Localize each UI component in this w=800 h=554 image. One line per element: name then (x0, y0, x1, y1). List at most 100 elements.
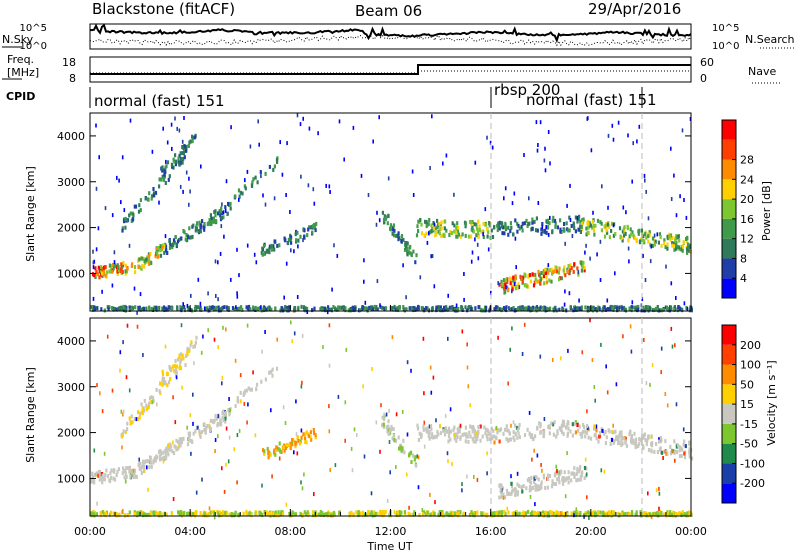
noise-cell (586, 409, 588, 414)
data-cell (650, 448, 653, 453)
data-cell (448, 233, 451, 237)
data-cell (464, 224, 467, 229)
noise-cell (380, 403, 382, 408)
data-cell (417, 219, 420, 224)
data-cell (508, 276, 511, 281)
data-cell (294, 442, 297, 447)
data-cell (557, 511, 560, 516)
data-cell (558, 266, 561, 271)
data-cell (267, 248, 270, 253)
noise-cell (643, 338, 645, 342)
data-cell (587, 230, 591, 235)
data-cell (558, 480, 561, 485)
noise-cell (221, 381, 223, 386)
data-cell (245, 388, 248, 393)
noise-cell (651, 363, 654, 368)
data-cell (640, 237, 643, 242)
data-cell (381, 513, 384, 518)
noise-cell (222, 210, 225, 215)
noise-cell (350, 446, 353, 451)
data-cell (311, 224, 314, 229)
data-cell (270, 245, 273, 249)
noise-cell (630, 349, 633, 354)
noise-cell (375, 420, 378, 425)
noise-cell (395, 412, 398, 417)
noise-cell (596, 252, 598, 257)
data-cell (569, 263, 572, 268)
data-cell (405, 243, 408, 248)
noise-cell (681, 128, 684, 133)
data-cell (455, 230, 458, 235)
noise-cell (182, 302, 184, 307)
data-cell (93, 480, 96, 485)
data-cell (181, 353, 184, 358)
data-cell (506, 288, 509, 293)
y-tick-label: 1000 (57, 267, 85, 280)
data-cell (512, 488, 515, 493)
data-cell (123, 475, 126, 480)
noise-cell (98, 155, 100, 160)
data-cell (547, 307, 550, 312)
data-cell (154, 510, 157, 515)
data-cell (491, 235, 495, 239)
data-cell (525, 284, 529, 289)
noise-cell (240, 399, 242, 404)
noise-cell (586, 495, 588, 500)
data-cell (586, 230, 589, 235)
data-cell (576, 266, 579, 271)
data-cell (305, 512, 308, 517)
noise-cell (138, 457, 140, 462)
data-cell (129, 474, 132, 479)
data-cell (164, 447, 168, 452)
data-cell (163, 455, 166, 460)
data-cell (461, 432, 464, 437)
noise-cell (547, 130, 550, 134)
data-cell (148, 191, 151, 196)
data-cell (579, 230, 582, 234)
data-cell (597, 439, 600, 444)
data-cell (162, 377, 166, 381)
data-cell (495, 305, 498, 310)
noise-cell (466, 365, 469, 370)
data-cell (124, 469, 127, 473)
noise-cell (674, 458, 676, 463)
noise-cell (518, 285, 521, 290)
data-cell (612, 430, 615, 435)
data-cell (619, 234, 622, 239)
data-cell (440, 220, 443, 225)
data-cell (91, 472, 94, 477)
data-cell (534, 272, 537, 277)
data-cell (470, 306, 473, 311)
noise-cell (423, 444, 426, 449)
data-cell (284, 446, 287, 451)
data-cell (140, 266, 143, 271)
data-cell (237, 188, 241, 193)
data-cell (426, 510, 429, 515)
data-cell (161, 174, 164, 179)
noise-cell (239, 373, 242, 378)
data-cell (208, 305, 211, 310)
data-cell (552, 270, 555, 275)
data-cell (445, 305, 448, 310)
data-cell (382, 422, 385, 427)
data-cell (505, 305, 508, 310)
data-cell (400, 234, 404, 238)
data-cell (680, 244, 683, 249)
noise-cell (528, 410, 531, 415)
data-cell (506, 279, 509, 284)
data-cell (408, 306, 411, 311)
data-cell (291, 510, 294, 515)
data-cell (520, 277, 523, 281)
data-cell (478, 224, 481, 229)
data-cell (630, 439, 633, 444)
freq-line (90, 64, 691, 75)
data-cell (459, 435, 462, 440)
data-cell (196, 305, 200, 310)
data-cell (530, 480, 533, 485)
data-cell (672, 241, 675, 246)
data-cell (266, 306, 269, 311)
data-cell (134, 305, 137, 310)
data-cell (499, 427, 503, 432)
noise-cell (513, 282, 516, 286)
data-cell (604, 429, 607, 434)
